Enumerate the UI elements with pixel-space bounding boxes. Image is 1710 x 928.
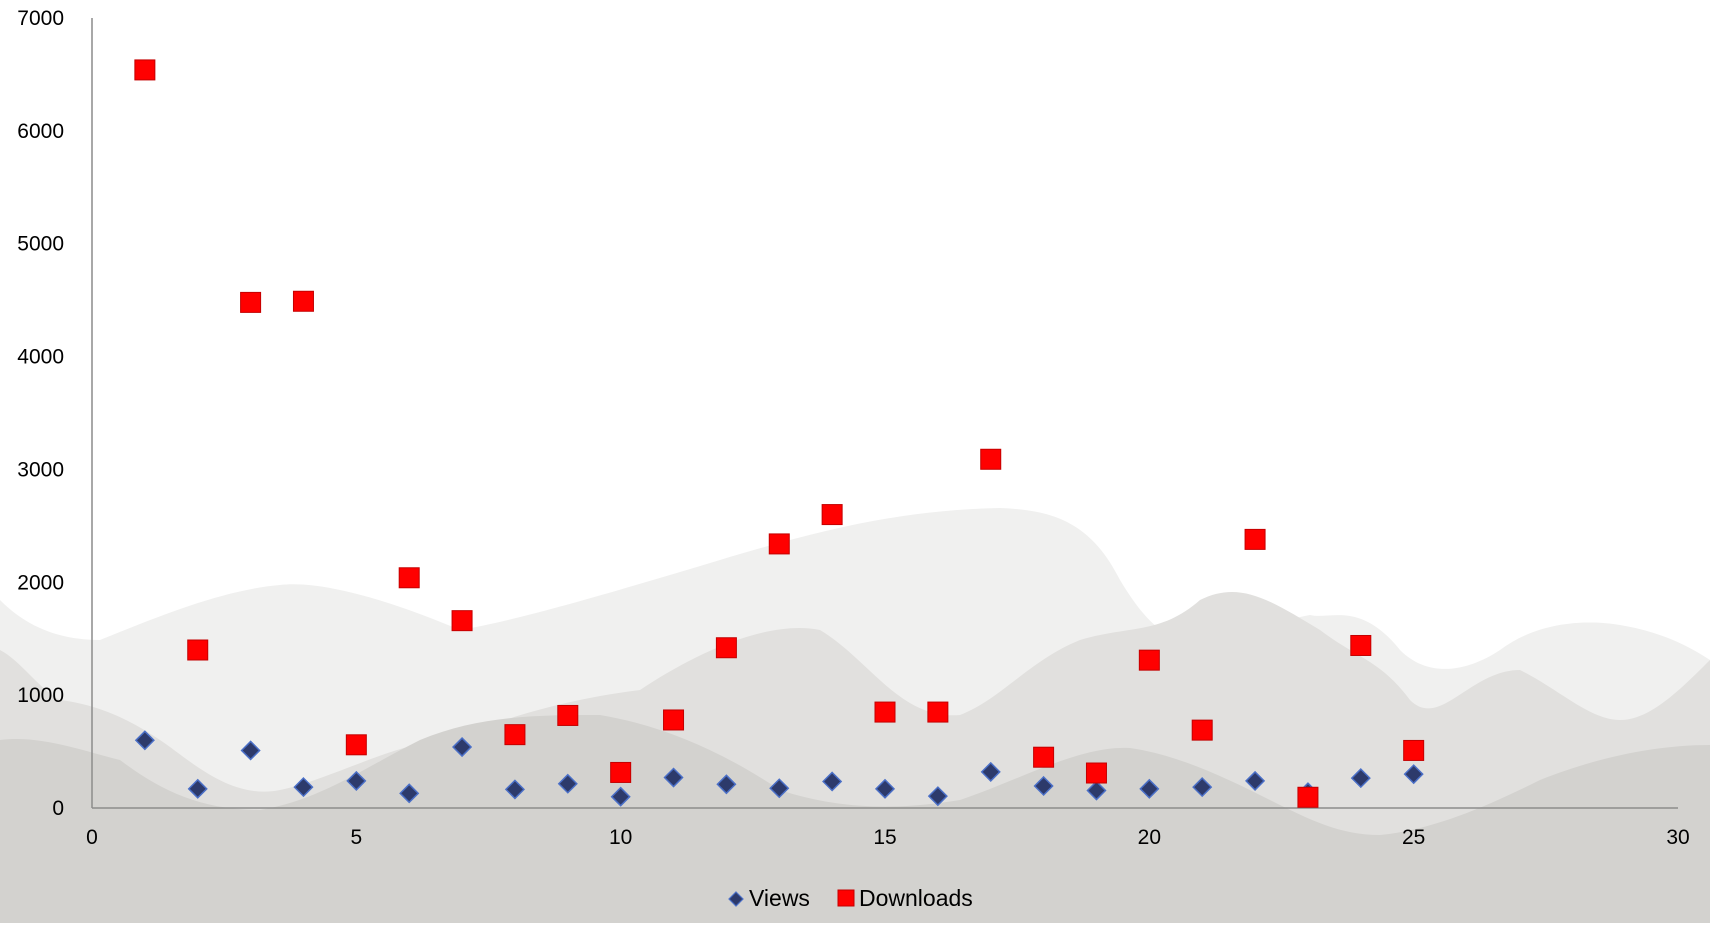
x-tick-label: 15 [873, 826, 896, 849]
legend: Views Downloads [728, 885, 973, 911]
y-tick-label: 2000 [17, 571, 64, 594]
x-tick-label: 25 [1402, 826, 1425, 849]
views-point [557, 773, 578, 794]
views-point [610, 786, 631, 807]
downloads-point [768, 533, 790, 555]
views-point [769, 778, 790, 799]
y-tick-label: 5000 [17, 233, 64, 256]
views-point [980, 761, 1001, 782]
views-point [1350, 768, 1371, 789]
downloads-point [663, 709, 685, 731]
views-point [1033, 775, 1054, 797]
legend-views-marker [728, 891, 744, 907]
views-point [716, 774, 737, 795]
legend-downloads-marker [837, 889, 855, 907]
downloads-point [715, 637, 737, 659]
downloads-point [451, 610, 473, 632]
downloads-point [240, 291, 262, 313]
legend-label: Views [749, 885, 810, 911]
y-tick-label: 1000 [17, 684, 64, 707]
downloads-point [1350, 634, 1372, 656]
y-tick-label: 7000 [17, 7, 64, 30]
downloads-point [1138, 649, 1160, 671]
downloads-point [1403, 739, 1425, 761]
views-point [1245, 770, 1266, 791]
views-point [874, 778, 896, 799]
downloads-point [927, 701, 949, 723]
downloads-point [874, 701, 896, 723]
y-tick-label: 0 [52, 797, 64, 820]
y-tick-label: 6000 [17, 120, 64, 143]
downloads-point [821, 504, 843, 526]
legend-label: Downloads [859, 885, 973, 911]
views-point [399, 783, 420, 804]
downloads-point [292, 290, 314, 312]
downloads-point [610, 761, 632, 783]
x-tick-label: 5 [350, 826, 362, 849]
views-point [822, 771, 843, 792]
views-point [1192, 777, 1213, 798]
views-point [1139, 778, 1160, 799]
y-tick-label: 4000 [17, 346, 64, 369]
views-point [927, 786, 948, 807]
views-point [1086, 780, 1107, 801]
downloads-point [1191, 719, 1213, 741]
data-marks [134, 59, 1425, 808]
views-point [134, 730, 155, 751]
x-tick-label: 10 [609, 826, 632, 849]
downloads-point [187, 639, 209, 661]
x-tick-label: 0 [86, 826, 98, 849]
x-tick-label: 30 [1666, 826, 1689, 849]
views-point [293, 777, 314, 798]
background-layer-dark [0, 715, 1710, 923]
downloads-point [1244, 528, 1266, 550]
downloads-point [134, 59, 156, 81]
views-point [504, 779, 525, 800]
y-tick-label: 3000 [17, 458, 64, 481]
views-point [240, 740, 261, 761]
downloads-point [1085, 762, 1107, 784]
background-mountains [0, 508, 1710, 923]
views-point [663, 767, 684, 788]
downloads-point [345, 734, 367, 756]
downloads-point [1297, 786, 1319, 808]
axes: 0 1000 2000 3000 4000 5000 6000 7000 0 5 10 15 20 25 3… [17, 7, 1689, 849]
x-tick-label: 20 [1138, 826, 1161, 849]
downloads-point [557, 704, 579, 726]
views-point [1403, 764, 1424, 785]
downloads-point [504, 724, 526, 746]
views-point [346, 770, 367, 791]
downloads-point [980, 448, 1002, 470]
downloads-point [398, 567, 420, 589]
views-point [452, 736, 473, 758]
views-point [187, 778, 208, 799]
downloads-point [1033, 746, 1055, 768]
